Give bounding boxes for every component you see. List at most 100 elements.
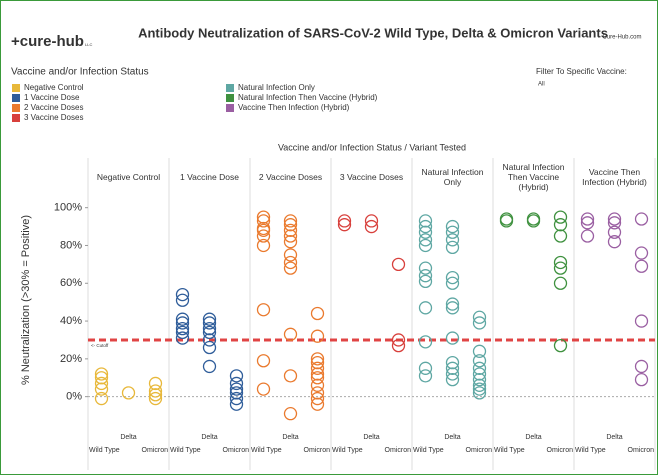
point	[445, 240, 460, 255]
point	[445, 276, 460, 290]
y-axis-label: % Neutralization (>30% = Positive)	[20, 215, 32, 385]
x-category-label: Wild Type	[575, 447, 606, 454]
point	[364, 214, 379, 228]
point	[364, 219, 379, 234]
x-category-label: Delta	[282, 434, 298, 441]
point	[175, 312, 190, 326]
point	[445, 361, 460, 375]
point	[202, 340, 217, 355]
point	[175, 293, 190, 307]
legend-label: 1 Vaccine Dose	[24, 93, 80, 102]
filter-label: Filter To Specific Vaccine:	[536, 67, 627, 76]
y-tick-label: 20%	[60, 353, 82, 365]
point	[256, 303, 271, 317]
point	[634, 359, 649, 374]
panel-header: 3 Vaccine Doses	[339, 172, 404, 183]
point	[229, 369, 244, 383]
point	[445, 372, 460, 387]
point	[283, 218, 298, 232]
point	[634, 259, 649, 273]
point	[283, 255, 298, 270]
point	[445, 297, 460, 311]
point	[310, 397, 325, 411]
x-category-label: Omicron	[466, 447, 493, 454]
point	[310, 329, 325, 343]
point	[445, 225, 460, 239]
x-category-label: Wild Type	[251, 447, 282, 454]
point	[418, 261, 433, 275]
point	[202, 316, 217, 330]
point	[418, 233, 433, 247]
y-tick-label: 0%	[66, 391, 82, 403]
legend-label: Natural Infection Then Vaccine (Hybrid)	[238, 93, 378, 102]
legend-swatch	[226, 104, 234, 112]
point	[148, 388, 163, 402]
x-category-label: Delta	[606, 434, 622, 441]
x-category-label: Omicron	[223, 447, 250, 454]
point	[445, 301, 460, 315]
legend-label: 3 Vaccine Doses	[24, 113, 83, 122]
point	[418, 369, 433, 383]
point	[283, 369, 298, 383]
point	[337, 214, 352, 228]
chart-title: Antibody Neutralization of SARS-CoV-2 Wi…	[138, 25, 608, 40]
point	[94, 367, 109, 381]
legend-swatch	[226, 84, 234, 92]
legend-swatch	[12, 104, 20, 112]
point	[472, 372, 487, 387]
filter-value: All	[538, 82, 545, 88]
point	[283, 235, 298, 249]
point	[310, 367, 325, 381]
point	[283, 248, 298, 262]
point	[148, 376, 163, 391]
panel-header: Natural Infection Then Vaccine (Hybrid)	[502, 162, 565, 192]
point	[256, 238, 271, 253]
point	[553, 229, 568, 243]
panel-header: Negative Control	[96, 172, 161, 183]
point	[202, 312, 217, 326]
point	[175, 321, 190, 336]
point	[634, 314, 649, 328]
point	[418, 219, 433, 234]
point	[175, 316, 190, 330]
legend-swatch	[12, 94, 20, 102]
point	[256, 210, 271, 224]
point	[283, 261, 298, 275]
legend-swatch	[12, 84, 20, 92]
y-tick-label: 100%	[54, 202, 82, 214]
y-tick-label: 40%	[60, 315, 82, 327]
point	[418, 238, 433, 253]
x-category-label: Wild Type	[170, 447, 201, 454]
point	[202, 325, 217, 340]
point	[391, 257, 406, 272]
point	[283, 229, 298, 243]
point	[283, 223, 298, 238]
point	[202, 359, 217, 374]
point	[229, 376, 244, 391]
point	[337, 218, 352, 232]
point	[310, 386, 325, 400]
point	[634, 372, 649, 387]
point	[472, 310, 487, 324]
point	[256, 223, 271, 238]
x-category-label: Omicron	[304, 447, 331, 454]
x-category-label: Wild Type	[413, 447, 444, 454]
point	[148, 391, 163, 406]
point	[607, 235, 622, 249]
x-category-label: Delta	[120, 434, 136, 441]
x-category-label: Omicron	[547, 447, 574, 454]
legend-swatch	[226, 94, 234, 102]
point	[256, 214, 271, 228]
x-category-label: Omicron	[142, 447, 169, 454]
point	[445, 270, 460, 285]
point	[94, 371, 109, 385]
point	[445, 355, 460, 370]
point	[472, 316, 487, 330]
point	[580, 229, 595, 243]
point	[202, 321, 217, 336]
point	[418, 225, 433, 239]
cutoff-label: <- Cutoff	[91, 343, 109, 348]
point	[229, 382, 244, 396]
